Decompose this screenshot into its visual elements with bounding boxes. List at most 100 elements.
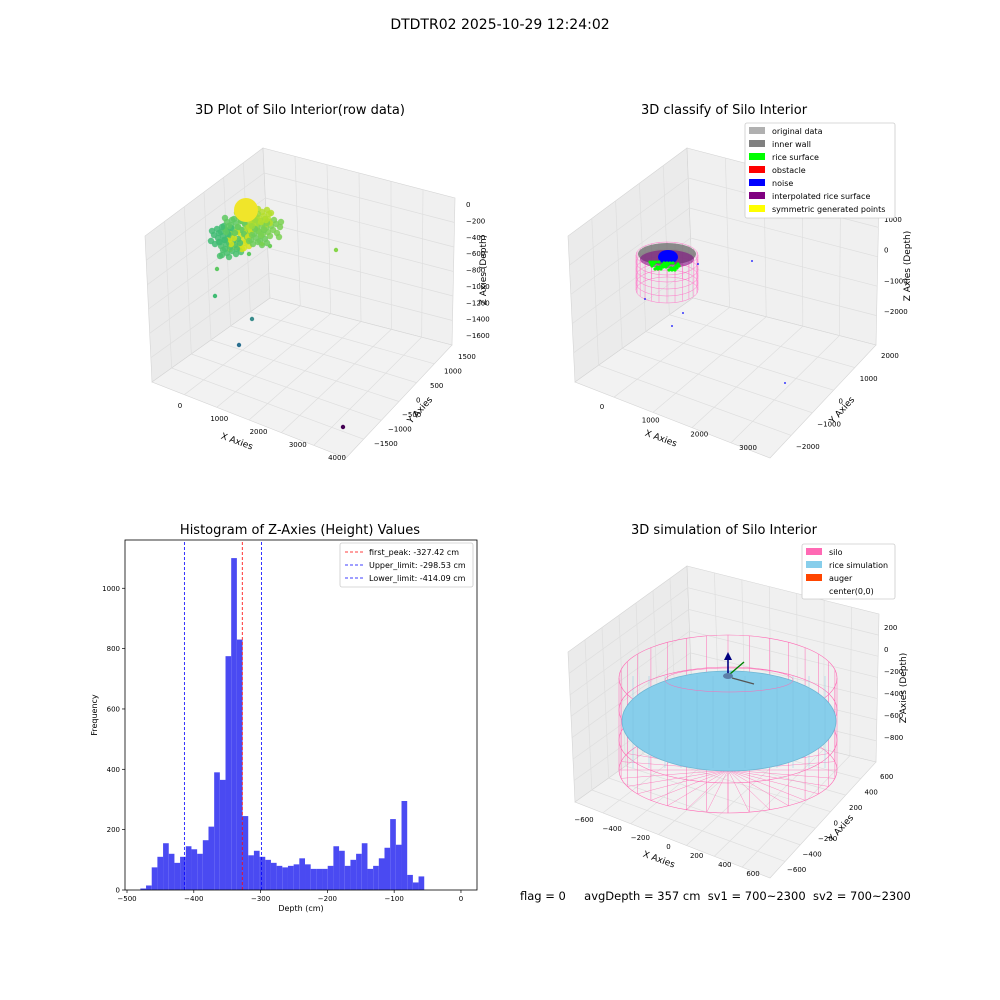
rice-surface-point (668, 261, 672, 265)
histogram-bar (401, 800, 408, 890)
histogram-x-tick: −500 (117, 895, 136, 903)
histogram-bar (231, 558, 237, 890)
legend-label: Lower_limit: -414.09 cm (369, 574, 466, 583)
raw-point (221, 236, 229, 244)
histogram-bar (361, 843, 368, 890)
simulation-z-tick: −600 (884, 712, 903, 720)
grid-line (264, 172, 455, 223)
histogram-bar (163, 843, 169, 890)
simulation-z-tick: −200 (884, 668, 903, 676)
histogram-bar (174, 862, 181, 890)
histogram-bar (197, 853, 203, 890)
histogram-bar (140, 888, 147, 890)
grid-line (687, 587, 879, 636)
silo-floor-spoke (727, 769, 770, 810)
grid-line (669, 314, 855, 368)
silo-floor-spoke (686, 769, 729, 810)
legend-swatch (806, 587, 822, 594)
histogram-frame (124, 539, 478, 891)
rice-surface-point (675, 266, 679, 270)
classify-x-tick: 0 (600, 403, 604, 411)
rice-surface-point (671, 261, 675, 265)
raw-z-tick: −800 (466, 267, 485, 275)
silo-floor-spoke (727, 769, 750, 813)
histogram-bar (310, 868, 317, 890)
raw-x-tick: 1000 (210, 415, 228, 423)
classify-3d-plot: 0 1000 2000 3000 2000 1000 0 −1000 −2000 1000 0 −10… (567, 122, 913, 459)
legend-box (744, 122, 896, 219)
status-line: flag = 0 avgDepth = 357 cm sv1 = 700~230… (520, 889, 911, 903)
rice-surface-point (652, 262, 656, 266)
grid-line (613, 307, 730, 398)
raw-point (238, 245, 246, 253)
histogram-x-tick: −100 (385, 895, 404, 903)
raw-point (254, 238, 262, 246)
raw-y-tick: 0 (416, 397, 420, 405)
raw-plot-title: 3D Plot of Silo Interior(row data) (195, 103, 405, 118)
raw-point (257, 218, 265, 226)
legend-label: silo (829, 548, 843, 557)
histogram-x-tick: −400 (184, 895, 203, 903)
grid-line (571, 652, 691, 738)
auger-arm-shadow (731, 677, 755, 685)
histogram-bar (356, 853, 362, 890)
classify-plot-title: 3D classify of Silo Interior (640, 103, 808, 118)
grid-line (725, 157, 730, 308)
raw-point (340, 424, 346, 430)
raw-point (249, 316, 255, 322)
silo-top-ring (664, 667, 794, 693)
histogram-bar (384, 847, 391, 890)
histogram-bar (185, 846, 192, 890)
raw-point (245, 237, 253, 245)
raw-y-tick: −500 (402, 411, 421, 419)
grid-line (690, 652, 878, 699)
histogram-reference-lines (183, 540, 262, 890)
raw-point (218, 223, 226, 231)
grid-line (569, 609, 689, 696)
silo-floor-spoke (621, 769, 729, 779)
histogram-bar (202, 840, 209, 890)
classify-legend: original data inner wall rice surface obsta… (744, 122, 896, 219)
silo-floor-spoke (727, 769, 829, 787)
raw-point (222, 228, 230, 236)
grid-line (570, 630, 690, 717)
classify-z-tick: −1000 (884, 277, 908, 285)
legend-swatch (806, 574, 822, 581)
raw-point (225, 222, 233, 230)
classify-z-tick: 0 (884, 247, 888, 255)
histogram-y-tick: 600 (107, 705, 120, 713)
legend-swatch (749, 205, 765, 212)
sv2-value: sv2 = 700~2300 (812, 889, 911, 903)
raw-point (277, 218, 285, 226)
simulation-x-tick: −600 (574, 816, 593, 824)
legend-swatch (749, 166, 765, 173)
legend-swatch (749, 127, 765, 134)
raw-point (259, 241, 265, 247)
legend-label: symmetric generated points (772, 205, 885, 214)
histogram-bar (168, 853, 175, 890)
grid-line (741, 755, 851, 868)
silo-floor-spoke (650, 769, 729, 801)
rice-surface-point (670, 268, 674, 272)
rice-surface-point (650, 264, 654, 268)
histogram-bar (208, 826, 215, 890)
simulation-y-tick: 400 (865, 789, 878, 797)
histogram-bar (327, 865, 334, 890)
grid-line (662, 165, 670, 315)
histogram-legend: first_peak: -327.42 cm Upper_limit: -298.… (339, 542, 474, 588)
raw-point (257, 231, 265, 239)
raw-point (266, 232, 274, 240)
histogram-bar (333, 846, 340, 890)
grid-line (598, 364, 792, 436)
simulation-y-tick: −400 (803, 851, 822, 859)
grid-line (573, 267, 693, 354)
rice-surface-point (661, 265, 665, 269)
simulation-y-tick: −600 (787, 866, 806, 874)
rice-surface-point (664, 265, 668, 269)
histogram-bar (293, 864, 300, 890)
simulation-x-tick: 600 (746, 870, 759, 878)
grid-line (688, 609, 879, 657)
simulation-x-tick: 0 (666, 843, 670, 851)
raw-point (236, 342, 242, 348)
raw-y-tick: 500 (430, 382, 443, 390)
